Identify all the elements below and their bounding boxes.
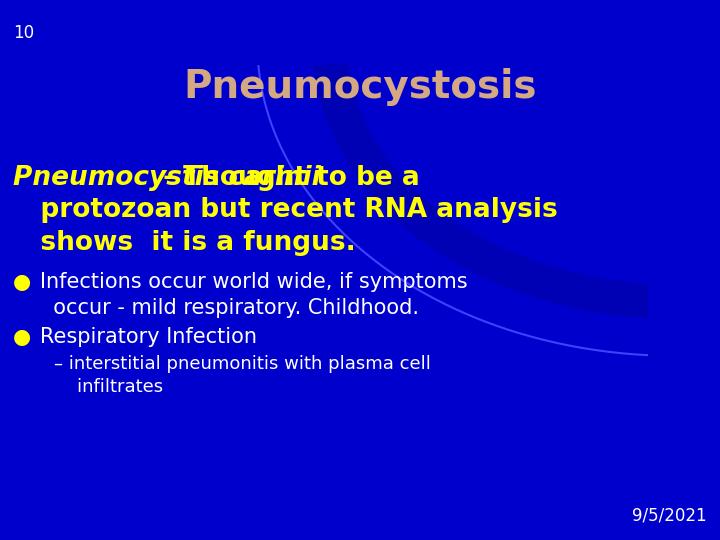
Text: occur - mild respiratory. Childhood.: occur - mild respiratory. Childhood.: [40, 298, 418, 318]
Text: ●: ●: [13, 327, 31, 347]
Text: ●: ●: [13, 272, 31, 292]
Text: infiltrates: infiltrates: [54, 378, 163, 396]
Text: Respiratory Infection: Respiratory Infection: [40, 327, 256, 347]
Text: – interstitial pneumonitis with plasma cell: – interstitial pneumonitis with plasma c…: [54, 355, 431, 373]
Text: - Thought to be a: - Thought to be a: [154, 165, 420, 191]
Text: 9/5/2021: 9/5/2021: [632, 507, 707, 525]
Text: protozoan but recent RNA analysis: protozoan but recent RNA analysis: [13, 197, 558, 223]
Text: shows  it is a fungus.: shows it is a fungus.: [13, 230, 356, 255]
Text: 10: 10: [13, 24, 34, 42]
Text: Pneumocystosis: Pneumocystosis: [184, 68, 536, 105]
Text: Infections occur world wide, if symptoms: Infections occur world wide, if symptoms: [40, 272, 467, 292]
Text: Pneumocystis carinii: Pneumocystis carinii: [13, 165, 320, 191]
